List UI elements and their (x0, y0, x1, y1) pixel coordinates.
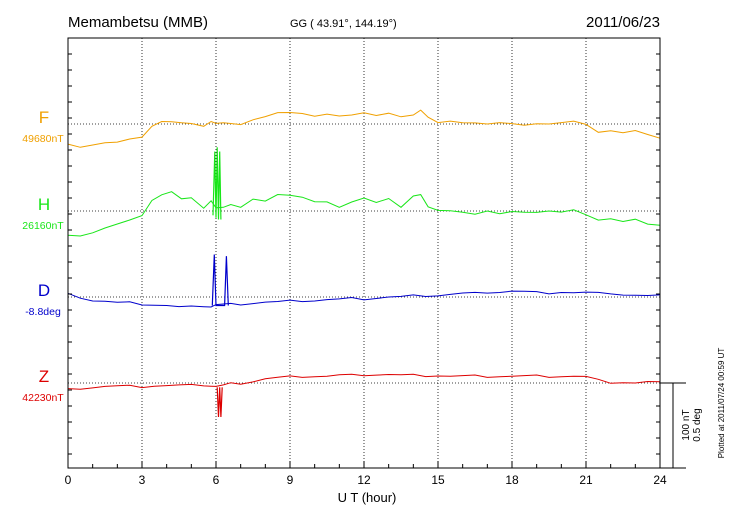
scale-bar: 100 nT 0.5 deg (660, 382, 703, 469)
series-baseline-D: -8.8deg (25, 306, 61, 318)
series-baseline-F: 49680nT (22, 133, 64, 145)
x-tick-label-3: 3 (139, 473, 146, 487)
x-tick-label-24: 24 (653, 473, 667, 487)
x-tick-label-18: 18 (505, 473, 519, 487)
series-line-F (67, 109, 661, 148)
series-labels: F 49680nT H 26160nT D -8.8deg Z 42230nT (22, 108, 64, 404)
x-tick-label-12: 12 (357, 473, 371, 487)
series-name-H: H (38, 195, 50, 214)
series-traces (67, 109, 661, 418)
grid-lines (68, 38, 660, 468)
series-name-F: F (39, 108, 49, 127)
x-tick-label-0: 0 (65, 473, 72, 487)
scale-bar-deg-label: 0.5 deg (692, 408, 703, 441)
plotted-timestamp: Plotted at 2011/07/24 00:59 UT (717, 348, 726, 459)
spike-D-1 (211, 254, 229, 307)
series-line-D (67, 290, 661, 308)
station-title: Memambetsu (MMB) (68, 14, 208, 31)
station-coords: GG ( 43.91°, 144.19°) (290, 18, 397, 30)
spike-H-0 (212, 147, 222, 220)
x-tick-label-21: 21 (579, 473, 593, 487)
x-tick-label-6: 6 (213, 473, 220, 487)
x-axis-label: U T (hour) (338, 490, 397, 505)
series-name-Z: Z (39, 367, 49, 386)
series-line-Z (67, 373, 661, 390)
series-baseline-H: 26160nT (22, 220, 64, 232)
x-axis-ticks: 0 3 6 9 12 15 18 21 24 (65, 53, 667, 487)
x-tick-label-15: 15 (431, 473, 445, 487)
series-name-D: D (38, 281, 50, 300)
plot-frame (67, 37, 661, 469)
date-label: 2011/06/23 (586, 14, 660, 31)
scale-bar-nt-label: 100 nT (681, 409, 692, 440)
x-tick-label-9: 9 (287, 473, 294, 487)
spike-Z-2 (216, 387, 223, 418)
series-baseline-Z: 42230nT (22, 392, 64, 404)
series-line-H (67, 191, 661, 237)
